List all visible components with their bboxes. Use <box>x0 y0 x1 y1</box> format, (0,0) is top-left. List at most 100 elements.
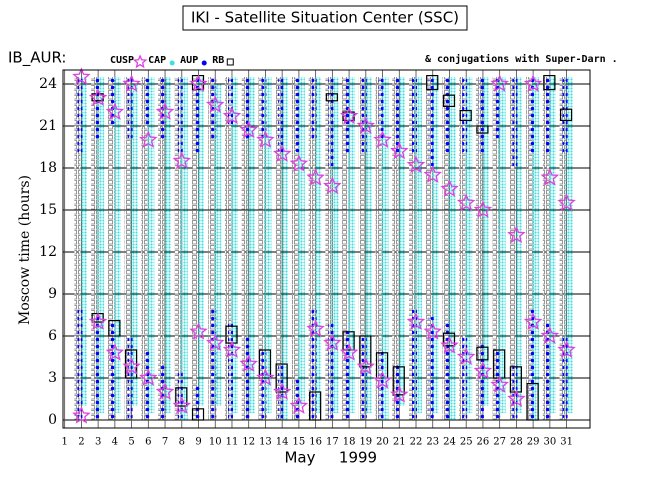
x-tick-label: 26 <box>477 437 490 448</box>
cap-range <box>230 77 238 414</box>
x-tick-label: 30 <box>543 437 556 448</box>
annotation: & conjugations with Super-Darn . <box>425 53 618 65</box>
cap-range <box>130 84 138 407</box>
cusp-star <box>339 106 359 125</box>
aup-range <box>161 364 167 421</box>
conjugation-box <box>526 383 539 421</box>
conjugation-box <box>375 352 389 379</box>
cusp-star <box>256 368 275 386</box>
legend-label: AUP <box>180 55 198 66</box>
aup-range <box>110 322 116 421</box>
cusp-star <box>440 336 459 354</box>
x-tick-label: 19 <box>359 437 372 448</box>
cap-range <box>515 77 523 414</box>
aup-range <box>412 77 418 155</box>
cap-range <box>331 77 339 414</box>
cusp-star <box>490 375 509 393</box>
cusp-star <box>72 67 91 85</box>
cusp-star <box>122 357 141 375</box>
rb-range <box>342 77 349 421</box>
cusp-star <box>557 193 576 211</box>
cusp-star <box>540 326 560 344</box>
aup-range <box>562 77 568 155</box>
aup-range <box>227 322 233 421</box>
x-tick-label: 2 <box>78 437 84 448</box>
cusp-star <box>440 179 459 197</box>
aup-range <box>361 77 367 155</box>
x-tick-label: 25 <box>460 437 473 448</box>
rb-range <box>91 77 98 421</box>
legend-label: RB <box>212 55 224 66</box>
rb-range <box>392 77 399 421</box>
conjugation-box <box>476 346 489 361</box>
cusp-star <box>273 144 292 162</box>
cap-range <box>147 77 155 414</box>
conjugation-box <box>359 335 372 368</box>
cusp-star <box>88 312 108 330</box>
rb-range <box>258 77 265 421</box>
cusp-star <box>122 74 141 92</box>
cusp-star <box>139 130 158 148</box>
aup-range <box>94 315 100 421</box>
conjugation-box <box>543 75 556 91</box>
cusp-star <box>356 357 376 375</box>
y-tick-label: 3 <box>48 370 57 386</box>
legend-label: CUSP <box>110 55 134 66</box>
aup-range <box>144 77 150 127</box>
cap-range <box>415 77 423 414</box>
cap-range <box>532 77 540 421</box>
conjugation-box <box>342 331 355 351</box>
x-tick-label: 8 <box>179 437 185 448</box>
cusp-star <box>373 371 392 389</box>
legend-swatch <box>169 60 175 66</box>
conjugation-box <box>108 320 121 337</box>
aup-range <box>94 77 100 141</box>
cusp-star <box>139 368 158 386</box>
cap-range <box>297 77 305 407</box>
aup-range <box>77 308 83 421</box>
conjugation-box <box>459 110 472 122</box>
rb-range <box>124 77 131 421</box>
cusp-star <box>239 120 258 139</box>
cusp-star <box>423 165 442 183</box>
aup-range <box>545 77 551 155</box>
cap-range <box>431 77 439 414</box>
x-tick-label: 17 <box>326 437 339 448</box>
cusp-star <box>406 155 426 174</box>
chart-title: IKI - Satellite Situation Center (SSC) <box>191 9 459 27</box>
star <box>132 54 148 69</box>
x-tick-label: 11 <box>226 437 239 448</box>
aup-range <box>294 378 300 421</box>
x-tick-label: 27 <box>493 437 506 448</box>
rb-range <box>208 77 215 421</box>
aup-range <box>395 77 401 155</box>
cusp-star <box>339 343 359 361</box>
cap-range <box>264 77 272 414</box>
cusp-star <box>222 340 242 358</box>
aup-range <box>311 77 317 141</box>
x-tick-label: 16 <box>309 437 322 448</box>
conjugation-box <box>175 387 188 407</box>
conjugation-box <box>442 332 456 347</box>
cusp-star <box>507 225 526 244</box>
rb-range <box>459 77 466 421</box>
cusp-star <box>105 102 125 120</box>
aup-range <box>244 336 250 421</box>
conjugation-box <box>258 349 272 379</box>
x-tick-label: 1 <box>61 437 67 448</box>
cusp-star <box>456 347 476 365</box>
cap-range <box>80 77 88 407</box>
conjugation-box <box>325 93 338 102</box>
cusp-star <box>273 382 292 400</box>
cap-range <box>348 77 356 414</box>
cap-range <box>565 77 573 414</box>
aup-range <box>428 77 434 169</box>
x-tick-label: 5 <box>128 437 134 448</box>
x-tick-label: 12 <box>242 437 255 448</box>
cap-range <box>180 77 188 421</box>
y-tick-label: 24 <box>39 76 57 92</box>
aup-range <box>378 77 384 141</box>
aup-range <box>345 329 351 421</box>
